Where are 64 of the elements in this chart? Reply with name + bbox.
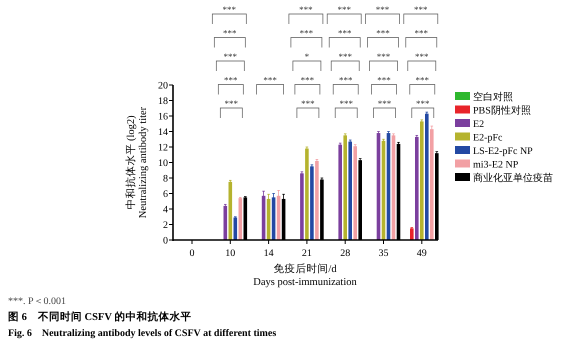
annotation: *** bbox=[224, 98, 239, 108]
text: 图 6 不同时间 CSFV 的中和抗体水平 bbox=[8, 310, 192, 323]
annotation: *** bbox=[378, 98, 392, 108]
y-tick-label: 12 bbox=[158, 142, 168, 154]
bar bbox=[272, 197, 276, 240]
y-tick-label: 16 bbox=[158, 112, 168, 122]
annotation: *** bbox=[301, 98, 316, 108]
y-tick-label: 14 bbox=[158, 127, 168, 138]
y-axis-title: 中和抗体水平 (log2) Neutralizing antibody titer bbox=[124, 106, 149, 218]
x-tick-label: 14 bbox=[264, 248, 274, 259]
y-tick-label: 18 bbox=[158, 96, 168, 107]
bar bbox=[430, 129, 434, 240]
annotation: *** bbox=[416, 98, 430, 108]
annotation: *** bbox=[339, 98, 354, 108]
annotation: *** bbox=[377, 75, 392, 85]
bar bbox=[376, 133, 380, 240]
annotation: *** bbox=[263, 75, 278, 85]
bar bbox=[420, 121, 424, 240]
y-tick-label: 6 bbox=[163, 189, 168, 200]
annotation: *** bbox=[224, 75, 238, 85]
bar bbox=[348, 142, 352, 240]
legend-label: LS-E2-pFc NP bbox=[473, 146, 534, 157]
bar bbox=[386, 133, 390, 240]
bar bbox=[234, 218, 238, 240]
y-tick-label: 4 bbox=[163, 204, 168, 216]
bar bbox=[392, 135, 396, 240]
x-axis-title: 免疫后时间/d Days post-immunization bbox=[253, 262, 358, 288]
bar bbox=[266, 198, 270, 240]
legend-label: E2 bbox=[473, 119, 484, 130]
legend-label: 商业化亚单位疫苗 bbox=[473, 172, 553, 184]
bar bbox=[305, 148, 309, 240]
y-tick-label: 20 bbox=[158, 80, 168, 92]
bar bbox=[228, 182, 232, 240]
legend-label: 空白对照 bbox=[473, 91, 513, 103]
x-tick-label: 35 bbox=[378, 248, 388, 259]
y-tick-label: 0 bbox=[163, 236, 168, 246]
bar bbox=[262, 196, 266, 240]
legend-label: E2-pFc bbox=[473, 132, 503, 144]
x-tick-label: 21 bbox=[302, 248, 312, 259]
legend-label: mi3-E2 NP bbox=[473, 160, 519, 170]
bar bbox=[415, 136, 419, 240]
annotation: *** bbox=[338, 75, 353, 85]
text: Fig. 6 Neutralizing antibody levels of CSFV at different times bbox=[8, 328, 276, 339]
bar bbox=[353, 146, 357, 240]
bar bbox=[224, 206, 228, 240]
bar bbox=[343, 135, 347, 240]
bar bbox=[382, 140, 386, 240]
legend-label: PBS阴性对照 bbox=[473, 104, 531, 116]
annotation: *** bbox=[416, 75, 430, 85]
bar bbox=[425, 114, 429, 240]
bar bbox=[315, 160, 319, 240]
x-tick-label: 10 bbox=[225, 248, 236, 259]
bar bbox=[310, 166, 314, 240]
bar bbox=[238, 198, 242, 240]
bar bbox=[338, 144, 342, 240]
x-tick-label: 49 bbox=[416, 248, 427, 259]
bar bbox=[300, 173, 304, 240]
y-tick-label: 2 bbox=[163, 220, 168, 231]
x-tick-label: 28 bbox=[340, 248, 350, 259]
y-tick-label: 8 bbox=[163, 174, 168, 184]
y-tick-label: 10 bbox=[158, 158, 168, 169]
x-tick-label: 0 bbox=[190, 248, 194, 259]
annotation: *** bbox=[300, 75, 315, 85]
text: ***. P＜0.001 bbox=[8, 296, 66, 307]
